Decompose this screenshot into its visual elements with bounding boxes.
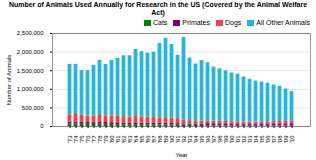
svg-text:0: 0 — [40, 123, 44, 129]
svg-text:'06: '06 — [264, 135, 271, 144]
svg-text:'82: '82 — [120, 135, 127, 144]
svg-text:'88: '88 — [156, 135, 163, 144]
svg-text:'83: '83 — [126, 135, 133, 144]
svg-text:2,000,000: 2,000,000 — [17, 49, 44, 55]
svg-text:'91: '91 — [174, 135, 181, 144]
svg-text:'96: '96 — [204, 135, 211, 144]
svg-text:'78: '78 — [96, 135, 103, 144]
svg-text:1,000,000: 1,000,000 — [17, 86, 44, 92]
svg-text:'81: '81 — [114, 135, 121, 144]
svg-text:'95: '95 — [198, 135, 205, 144]
svg-text:Number of Animals: Number of Animals — [6, 55, 12, 106]
svg-text:'94: '94 — [192, 135, 199, 144]
html-text:All Other Animals: All Other Animals — [256, 19, 310, 26]
svg-text:'87: '87 — [150, 135, 157, 144]
svg-text:'84: '84 — [132, 135, 139, 144]
svg-text:'00: '00 — [228, 135, 235, 144]
svg-text:'79: '79 — [102, 135, 109, 144]
svg-text:'98: '98 — [216, 135, 223, 144]
svg-text:1,500,000: 1,500,000 — [17, 68, 44, 74]
svg-text:'77: '77 — [90, 135, 97, 144]
html-text:Primates: Primates — [182, 19, 210, 26]
svg-text:'89: '89 — [162, 135, 169, 144]
svg-text:'03: '03 — [246, 135, 253, 144]
svg-text:'86: '86 — [144, 135, 151, 144]
svg-text:'73: '73 — [66, 135, 73, 144]
svg-text:'08: '08 — [276, 135, 283, 144]
svg-text:'93: '93 — [186, 135, 193, 144]
svg-text:'09: '09 — [282, 135, 289, 144]
svg-text:Year: Year — [175, 152, 187, 158]
svg-text:'04: '04 — [252, 135, 259, 144]
html-text:Cats: Cats — [152, 19, 168, 26]
svg-text:'74: '74 — [72, 135, 79, 144]
svg-text:'99: '99 — [222, 135, 229, 144]
svg-text:'85: '85 — [138, 135, 145, 144]
svg-text:2,500,000: 2,500,000 — [17, 30, 44, 36]
svg-text:500,000: 500,000 — [22, 105, 44, 111]
html-text:Dogs: Dogs — [225, 19, 242, 26]
svg-text:'05: '05 — [258, 135, 265, 144]
svg-text:'97: '97 — [210, 135, 217, 144]
html-text:Number of Animals Used Annuall: Number of Animals Used Annually for Rese… — [8, 1, 308, 16]
svg-text:'76: '76 — [84, 135, 91, 144]
svg-text:'01: '01 — [234, 135, 241, 144]
svg-text:'02: '02 — [240, 135, 247, 144]
svg-text:'90: '90 — [168, 135, 175, 144]
svg-text:'75: '75 — [78, 135, 85, 144]
svg-text:'92: '92 — [180, 135, 187, 144]
svg-text:'10: '10 — [289, 135, 295, 143]
svg-text:'07: '07 — [270, 135, 277, 144]
svg-text:'80: '80 — [108, 135, 115, 144]
